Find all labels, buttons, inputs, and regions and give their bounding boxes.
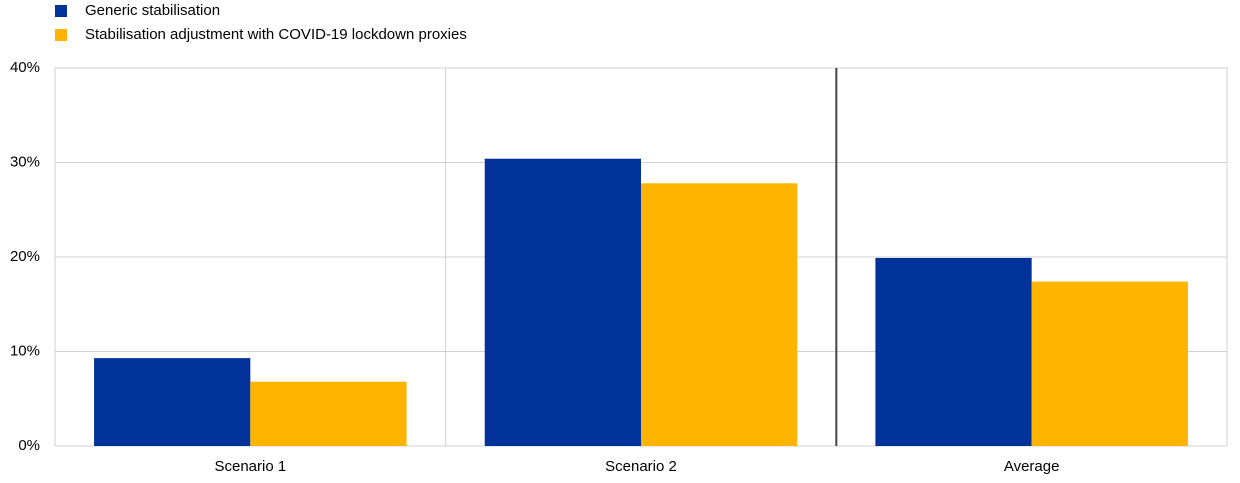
y-tick-label: 20% xyxy=(10,248,40,265)
bar xyxy=(484,158,641,446)
x-tick-label: Scenario 2 xyxy=(605,458,677,475)
y-tick-label: 40% xyxy=(10,59,40,76)
bar xyxy=(1031,281,1188,446)
legend-swatch xyxy=(55,5,67,17)
legend-label: Stabilisation adjustment with COVID-19 l… xyxy=(85,26,467,43)
bar xyxy=(875,257,1032,446)
x-tick-label: Average xyxy=(1004,458,1060,475)
legend-label: Generic stabilisation xyxy=(85,2,220,19)
bar xyxy=(94,358,251,446)
legend-swatch xyxy=(55,29,67,41)
bar xyxy=(641,183,798,447)
y-tick-label: 0% xyxy=(18,437,40,454)
x-tick-label: Scenario 1 xyxy=(214,458,286,475)
y-tick-label: 10% xyxy=(10,342,40,359)
y-tick-label: 30% xyxy=(10,153,40,170)
bar xyxy=(250,381,407,446)
